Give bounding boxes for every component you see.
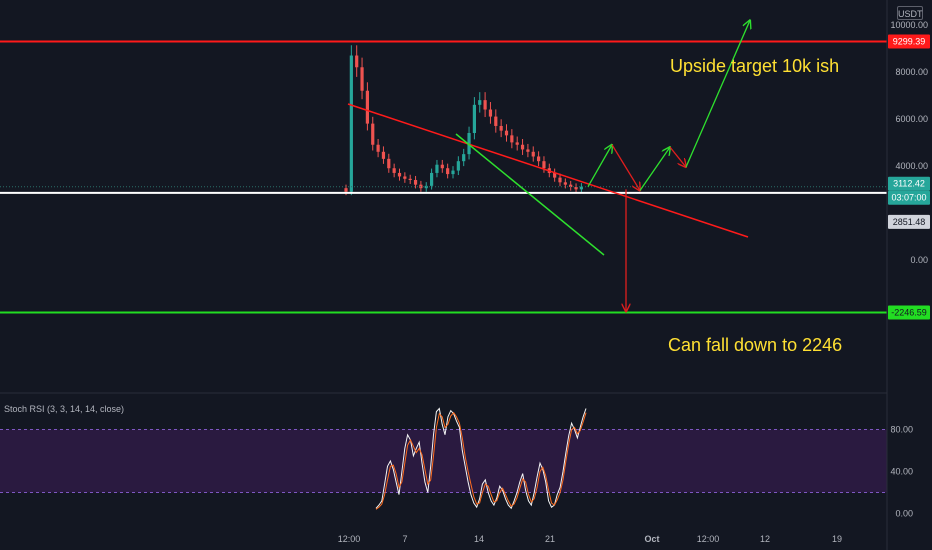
candle-body [526,149,530,152]
candle-body [371,123,375,145]
up-arrow [587,145,612,188]
candle-body [440,164,444,169]
candle-body [494,116,498,126]
up-arrow [639,147,670,191]
candle-body [451,170,455,175]
time-tick-label: 19 [832,534,842,544]
support-price-badge-bg [888,214,930,229]
candle-body [558,177,562,183]
rsi-tick-label: 80.00 [890,425,913,435]
candle-body [446,168,450,175]
candle-body [387,158,391,169]
time-axis[interactable]: 12:00 7 14 21 Oct 12:00 12 19 [338,534,842,544]
resistance-price-badge: 9299.39 [893,36,926,46]
time-tick-label: 7 [402,534,407,544]
time-tick-label: 12 [760,534,770,544]
candle-countdown-badge-bg [888,190,930,205]
candle-body [553,172,557,178]
candle-body [499,125,503,131]
candle-body [510,135,514,143]
time-tick-label: 21 [545,534,555,544]
resistance-price-badge-bg [888,34,930,49]
downside-annotation: Can fall down to 2246 [668,335,842,355]
support-price-badge: 2851.48 [893,217,926,227]
down-arrow [669,146,686,167]
trendlines [347,103,749,256]
down-arrow [611,144,640,191]
candle-body [355,55,359,68]
rsi-series-K [375,407,587,510]
rsi-series-D [375,411,587,510]
candle-body [531,151,535,157]
price-badges: 9299.39 3112.42 03:07:00 2851.48 -2246.59 [888,34,930,320]
price-tick-label: 10000.00 [890,20,928,30]
time-tick-label: 14 [474,534,484,544]
time-tick-label: 12:00 [697,534,720,544]
candle-body [397,172,402,177]
candle-body [472,104,476,134]
descending-support-trendline [455,133,605,256]
candle-body [344,188,348,192]
candlestick-series [344,45,583,196]
current-price-badge: 3112.42 [893,179,925,189]
candle-body [462,154,466,162]
candle-body [574,187,578,190]
candle-body [515,142,519,145]
target-price-badge: -2246.59 [891,308,927,318]
rsi-band [0,429,887,493]
candle-body [456,161,460,171]
upside-annotation: Upside target 10k ish [670,56,839,76]
candle-body [376,144,380,152]
indicator-label: Stoch RSI (3, 3, 14, 14, close) [4,404,125,414]
candle-body [349,55,353,192]
candle-body [483,100,487,110]
rsi-tick-label: 40.00 [890,467,913,477]
candle-body [408,178,412,180]
candle-body [569,184,573,188]
rsi-tick-label: 0.00 [895,509,913,519]
candle-body [392,168,396,173]
candle-body [537,156,541,162]
up-arrow [685,20,750,168]
price-tick-label: 8000.00 [895,67,928,77]
target-price-badge-bg [888,305,930,320]
candle-body [381,151,386,159]
candle-body [413,179,418,185]
time-tick-label: Oct [644,534,659,544]
candle-countdown-badge: 03:07:00 [891,193,926,203]
candle-body [360,67,364,91]
current-price-badge-bg [888,176,930,191]
price-tick-label: 0.00 [910,255,928,265]
stoch-rsi-panel[interactable]: 80.00 40.00 0.00 [0,407,913,519]
price-tick-label: 6000.00 [895,114,928,124]
candle-body [488,109,493,117]
candle-body [504,130,509,136]
candle-body [435,164,439,173]
candle-body [542,161,546,169]
candle-body [365,90,369,124]
price-tick-label: 4000.00 [895,161,928,171]
candle-body [563,182,567,185]
candle-body [478,100,482,105]
descending-resistance-trendline [347,103,749,238]
candle-body [430,172,434,186]
projection-arrows [587,20,750,311]
price-axis[interactable]: 12000.0010000.008000.006000.004000.000.0… [890,0,928,265]
horizontal-levels [0,40,887,314]
currency-badge[interactable]: USDT [897,6,923,20]
candle-body [579,186,583,190]
candle-body [403,176,407,179]
time-tick-label: 12:00 [338,534,361,544]
candle-body [520,144,525,150]
